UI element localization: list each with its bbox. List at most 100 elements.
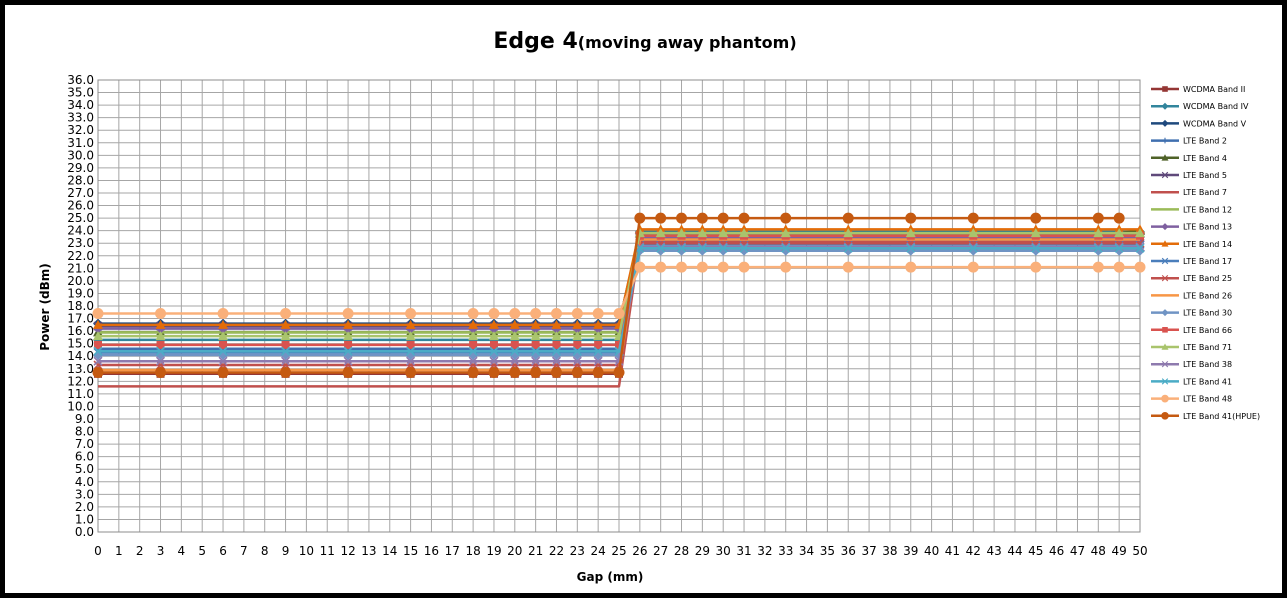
x-tick-label: 39 [903,544,918,558]
data-point [280,331,291,341]
x-tick-label: 18 [465,544,480,558]
x-tick-label: 21 [528,544,543,558]
data-point [509,331,520,341]
legend-item: LTE Band 30 [1151,309,1232,318]
data-point [968,228,979,238]
y-tick-label: 21.0 [67,261,94,275]
x-tick-label: 14 [382,544,397,558]
x-tick-label: 33 [778,544,793,558]
data-point [1134,261,1146,273]
x-tick-label: 37 [861,544,876,558]
data-point [967,261,979,273]
data-point [1092,261,1104,273]
y-tick-label: 20.0 [67,274,94,288]
x-tick-label: 48 [1091,544,1106,558]
data-point [93,319,103,329]
data-point [280,346,291,356]
legend-label: LTE Band 4 [1183,154,1227,163]
x-tick-label: 27 [653,544,668,558]
data-point [343,319,354,329]
legend-label: LTE Band 41(HPUE) [1183,412,1260,421]
data-point [406,340,415,349]
data-point [218,356,228,366]
data-point [405,367,417,379]
data-point [551,349,562,360]
legend-label: LTE Band 17 [1183,257,1232,266]
data-point [968,243,978,253]
data-point [468,356,478,366]
y-tick-label: 11.0 [67,387,94,401]
data-point [343,356,353,366]
data-point [218,319,229,329]
x-tick-label: 15 [403,544,418,558]
x-axis-ticks: 0 1 2 3 4 5 6 7 8 9 10 11 12 13 14 15 16 17 18 19 20 21 22 23 24… [94,544,1147,558]
legend-item: WCDMA Band II [1151,85,1245,94]
legend-item: LTE Band 41(HPUE) [1151,412,1260,421]
data-point [718,242,728,252]
data-point [696,261,708,273]
data-point [697,242,707,252]
data-point [842,261,854,273]
data-point [594,340,603,349]
data-point [488,331,499,341]
data-point [967,212,979,224]
data-point [593,319,604,329]
data-point [467,308,479,320]
data-point [739,242,749,252]
legend-marker [1161,343,1169,350]
data-point [93,356,103,366]
data-point [156,340,165,349]
legend-item: LTE Band 25 [1151,274,1232,283]
x-tick-label: 42 [966,544,981,558]
y-tick-label: 36.0 [67,73,94,87]
x-tick-label: 16 [424,544,439,558]
data-point [509,308,521,320]
data-point [718,243,728,253]
y-tick-label: 9.0 [75,412,94,426]
legend-label: LTE Band 2 [1183,137,1227,146]
series-line [98,231,1140,338]
x-tick-label: 0 [94,544,102,558]
data-point [468,346,478,356]
x-tick-label: 12 [340,544,355,558]
data-point [780,261,792,273]
data-point [1030,228,1041,238]
x-tick-label: 30 [716,544,731,558]
y-tick-label: 35.0 [67,86,94,100]
y-axis-ticks: 0.01.02.03.04.05.06.07.08.09.010.011.012… [67,73,94,539]
chart-title-suffix: (moving away phantom) [578,33,797,52]
data-point [613,308,625,320]
data-point [676,243,687,253]
data-point [697,228,708,238]
data-point [530,367,542,379]
legend-item: LTE Band 71 [1151,343,1232,352]
legend-label: LTE Band 41 [1183,377,1232,386]
x-tick-label: 26 [632,544,647,558]
data-point [634,261,646,273]
data-point [1114,228,1125,238]
data-point [572,319,583,329]
legend-item: LTE Band 12 [1151,205,1232,214]
y-tick-label: 13.0 [67,362,94,376]
x-tick-label: 8 [261,544,269,558]
x-tick-label: 2 [136,544,144,558]
data-point [592,367,604,379]
data-point [593,346,603,356]
data-point [593,349,604,360]
data-point [573,340,582,349]
y-tick-label: 0.0 [75,525,94,539]
x-tick-label: 11 [320,544,335,558]
y-tick-label: 19.0 [67,286,94,300]
legend-marker [1161,240,1169,247]
data-point [738,261,750,273]
data-point [1031,242,1041,252]
data-point [92,367,104,379]
legend-marker [1162,327,1168,333]
data-point [655,212,667,224]
legend-marker [1162,86,1168,92]
data-point [571,367,583,379]
x-tick-label: 32 [757,544,772,558]
data-point [655,228,666,238]
data-point [343,349,354,360]
